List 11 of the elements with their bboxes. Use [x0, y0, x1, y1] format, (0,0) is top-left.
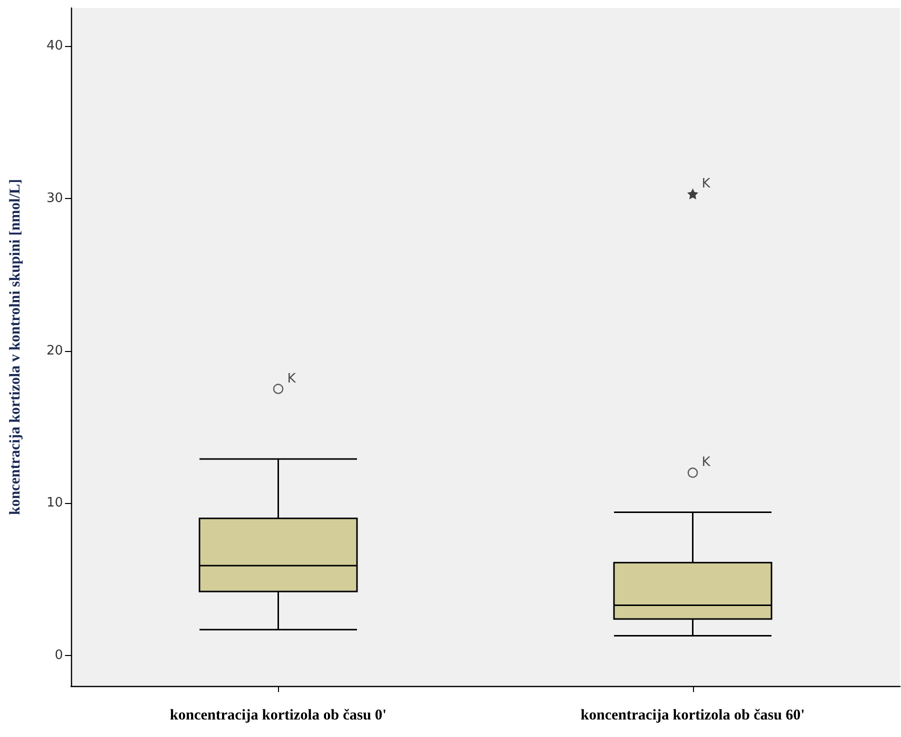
annotation: K	[702, 455, 711, 470]
annotation: K	[287, 371, 296, 386]
x-tick-label: koncentracija kortizola ob času 0'	[170, 708, 387, 724]
y-tick-label: 30	[46, 190, 63, 206]
x-tick-label: koncentracija kortizola ob času 60'	[580, 708, 805, 724]
annotation: K	[702, 176, 711, 192]
y-tick-label: 40	[46, 38, 63, 54]
y-tick-label: 10	[46, 496, 63, 511]
y-tick-label: 20	[46, 343, 63, 358]
y-tick-label: 0	[54, 648, 63, 664]
y-axis-title: koncentracija kortizola v kontrolni skupini [nmol/L]	[8, 178, 24, 516]
